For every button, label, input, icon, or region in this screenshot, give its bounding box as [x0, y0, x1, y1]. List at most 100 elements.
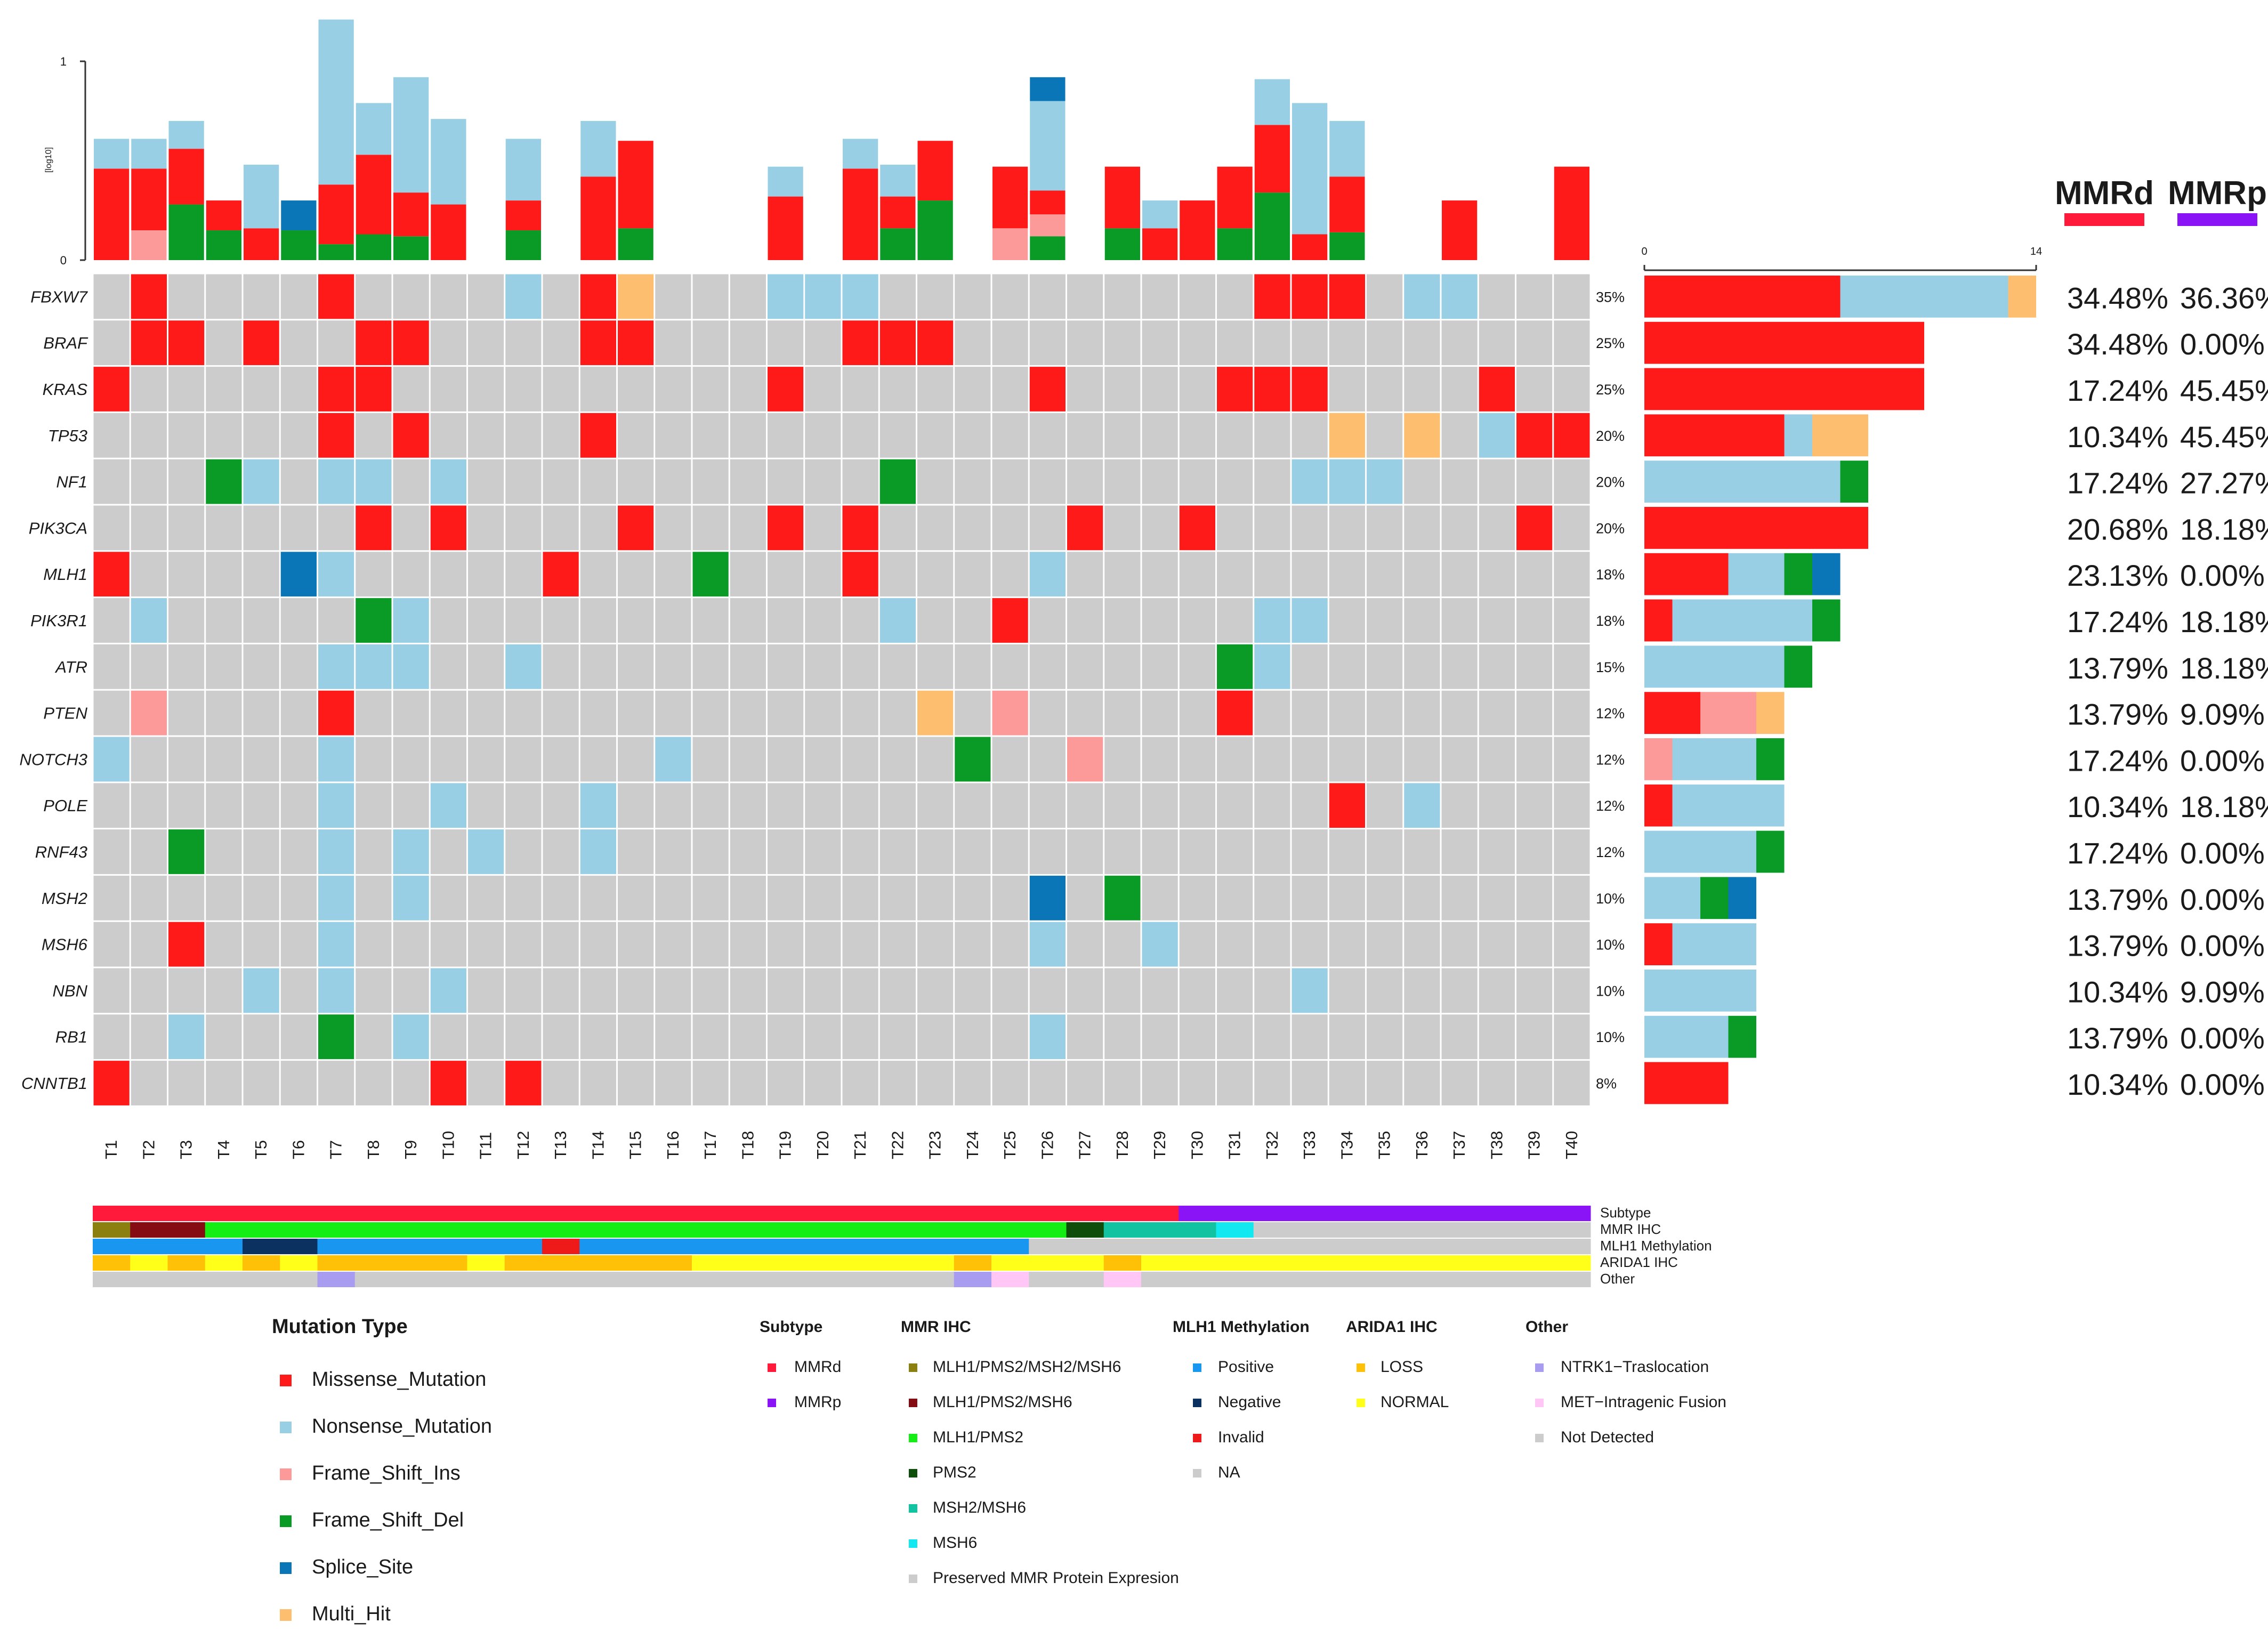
side-bar-fbxw7-M: [1644, 276, 1841, 318]
cell-msh6-t3: [168, 922, 205, 967]
sample-label-t4: T4: [214, 1140, 233, 1159]
cell-rb1-t12: [505, 1014, 542, 1060]
cell-rb1-t21: [842, 1014, 878, 1060]
cell-tp53-t35: [1367, 413, 1403, 458]
cell-kras-t17: [692, 367, 729, 411]
legend-swatch: [768, 1399, 776, 1407]
cell-pole-t3: [168, 783, 205, 828]
annot-arida1-ihc-t12: [504, 1255, 543, 1271]
cell-pole-t31: [1217, 783, 1253, 828]
cell-cnntb1-t12: [505, 1061, 542, 1105]
annot-other-t3: [167, 1272, 206, 1287]
cell-nbn-t38: [1479, 968, 1515, 1013]
cell-msh6-t34: [1329, 922, 1365, 967]
cell-msh2-t39: [1516, 875, 1553, 921]
cell-msh6-t10: [430, 922, 466, 967]
cell-cnntb1-t20: [805, 1061, 841, 1105]
annot-mmr-ihc-t7: [317, 1222, 356, 1238]
cell-braf-t27: [1067, 320, 1103, 366]
cell-mlh1-t10: [430, 552, 466, 597]
cell-mlh1-t4: [206, 552, 242, 597]
side-bar-pik3r1-N: [1672, 599, 1812, 642]
gene-label-msh2: MSH2: [42, 889, 87, 908]
cell-msh6-t4: [206, 922, 242, 967]
cell-nbn-t6: [280, 968, 317, 1013]
cell-braf-t32: [1254, 320, 1290, 366]
cell-rnf43-t40: [1554, 829, 1590, 874]
cell-notch3-t16: [655, 737, 691, 782]
cell-fbxw7-t37: [1441, 274, 1478, 319]
cell-braf-t2: [131, 320, 167, 366]
group-value-mmrd-nf1: 17.24%: [2067, 466, 2168, 500]
cell-mlh1-t14: [580, 552, 616, 597]
cell-atr-t26: [1029, 644, 1066, 689]
sample-label-t33: T33: [1300, 1131, 1319, 1159]
cell-braf-t28: [1104, 320, 1141, 366]
cell-tp53-t5: [243, 413, 279, 458]
cell-tp53-t8: [356, 413, 392, 458]
cell-mlh1-t34: [1329, 552, 1365, 597]
annot-mmr-ihc-t18: [729, 1222, 767, 1238]
cell-msh6-t12: [505, 922, 542, 967]
cell-rnf43-t35: [1367, 829, 1403, 874]
cell-rnf43-t4: [206, 829, 242, 874]
cell-nbn-t2: [131, 968, 167, 1013]
annot-mmr-ihc-t21: [842, 1222, 879, 1238]
cell-nbn-t30: [1179, 968, 1215, 1013]
sample-label-t24: T24: [963, 1131, 982, 1159]
legend-title-3: ARIDA1 IHC: [1346, 1318, 1438, 1336]
legend-swatch: [1193, 1434, 1201, 1442]
annot-mlh1-methylation-t17: [692, 1239, 730, 1254]
top-bar-t2-I: [131, 230, 167, 260]
gene-freq-pten: 12%: [1596, 706, 1625, 722]
gene-label-notch3: NOTCH3: [20, 750, 87, 769]
annot-arida1-ihc-t24: [954, 1255, 992, 1271]
cell-pole-t37: [1441, 783, 1478, 828]
annot-mlh1-methylation-t1: [93, 1239, 131, 1254]
cell-nbn-t37: [1441, 968, 1478, 1013]
sample-label-t29: T29: [1150, 1131, 1169, 1159]
cell-fbxw7-t31: [1217, 274, 1253, 319]
cell-msh2-t27: [1067, 875, 1103, 921]
top-bar-t15-M: [618, 141, 653, 229]
cell-cnntb1-t1: [93, 1061, 130, 1105]
cell-notch3-t18: [730, 737, 766, 782]
cell-nbn-t31: [1217, 968, 1253, 1013]
cell-msh2-t24: [955, 875, 991, 921]
annot-subtype-t32: [1253, 1206, 1292, 1221]
sample-label-t9: T9: [401, 1140, 420, 1159]
annot-mlh1-methylation-t38: [1478, 1239, 1516, 1254]
cell-pten-t10: [430, 690, 466, 736]
cell-kras-t18: [730, 367, 766, 411]
cell-nf1-t11: [468, 459, 504, 504]
cell-cnntb1-t32: [1254, 1061, 1290, 1105]
legend-label: PMS2: [933, 1464, 976, 1481]
annot-arida1-ihc-t28: [1103, 1255, 1142, 1271]
cell-rnf43-t22: [879, 829, 916, 874]
cell-kras-t14: [580, 367, 616, 411]
top-bar-t25-M: [992, 166, 1028, 229]
annot-other-t21: [842, 1272, 879, 1287]
cell-fbxw7-t21: [842, 274, 878, 319]
cell-notch3-t9: [393, 737, 429, 782]
annot-mlh1-methylation-t30: [1179, 1239, 1216, 1254]
cell-kras-t12: [505, 367, 542, 411]
cell-msh6-t25: [992, 922, 1028, 967]
side-bar-braf-M: [1644, 321, 1924, 364]
cell-rnf43-t14: [580, 829, 616, 874]
cell-fbxw7-t13: [543, 274, 579, 319]
cell-msh2-t23: [917, 875, 954, 921]
sample-label-t31: T31: [1225, 1131, 1244, 1159]
sample-label-t6: T6: [289, 1140, 308, 1159]
sample-label-t37: T37: [1450, 1131, 1468, 1159]
group-value-mmrp-pik3r1: 18.18%: [2180, 605, 2268, 639]
annot-mmr-ihc-t16: [654, 1222, 692, 1238]
top-bar-t37-M: [1442, 200, 1478, 260]
cell-mlh1-t38: [1479, 552, 1515, 597]
annot-mmr-ihc-t13: [542, 1222, 580, 1238]
side-bar-msh2-S: [1728, 877, 1756, 919]
cell-rb1-t22: [879, 1014, 916, 1060]
cell-pten-t12: [505, 690, 542, 736]
cell-mlh1-t32: [1254, 552, 1290, 597]
